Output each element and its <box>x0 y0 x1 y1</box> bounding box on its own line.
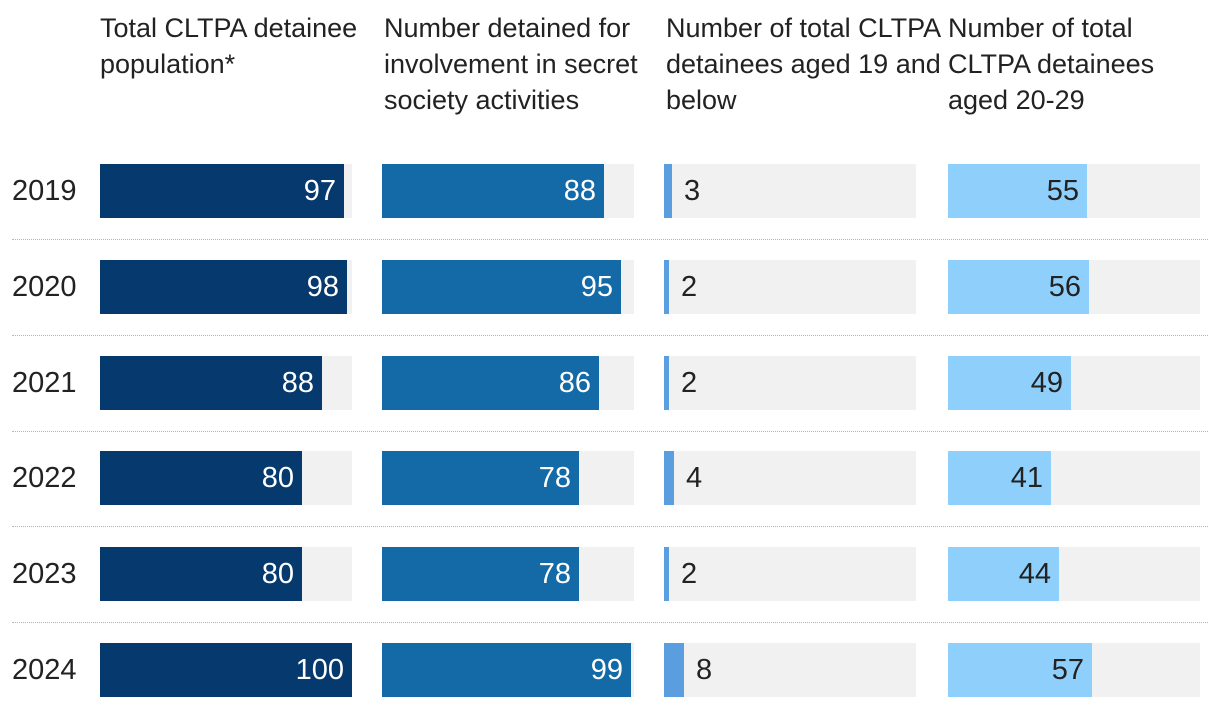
year-label-2021: 2021 <box>12 367 77 399</box>
year-label-2024: 2024 <box>12 654 77 686</box>
bar <box>100 547 302 601</box>
row-separator <box>12 239 1208 240</box>
year-label-2023: 2023 <box>12 558 77 590</box>
column-header-2: Number detained for involvement in secre… <box>384 13 638 115</box>
column-header-4: Number of total CLTPA detainees aged 20-… <box>948 13 1155 115</box>
bar <box>664 643 684 697</box>
bar-value-label: 80 <box>261 462 294 494</box>
bar-value-label: 86 <box>558 367 591 399</box>
bar <box>100 164 344 218</box>
bar-value-label: 41 <box>1010 462 1043 494</box>
bar-value-label: 44 <box>1018 558 1051 590</box>
bar <box>664 547 669 601</box>
bar <box>948 451 1051 505</box>
bar-value-label: 2 <box>681 558 698 590</box>
bar <box>664 451 674 505</box>
bar <box>664 164 672 218</box>
bar-value-label: 3 <box>684 175 701 207</box>
row-separator <box>12 431 1208 432</box>
bar <box>382 260 621 314</box>
bar-track <box>664 547 916 601</box>
year-label-2020: 2020 <box>12 271 77 303</box>
bar-value-label: 78 <box>538 558 571 590</box>
bar-value-label: 2 <box>681 367 698 399</box>
bar <box>100 451 302 505</box>
row-separator <box>12 622 1208 623</box>
bar <box>948 643 1092 697</box>
bar-value-label: 4 <box>686 462 703 494</box>
bar-value-label: 88 <box>563 175 596 207</box>
bar-value-label: 2 <box>681 271 698 303</box>
bar <box>100 260 347 314</box>
bar-value-label: 49 <box>1030 367 1063 399</box>
bar-value-label: 78 <box>538 462 571 494</box>
bar-value-label: 97 <box>303 175 336 207</box>
column-header-3: Number of total CLTPA detainees aged 19 … <box>666 13 941 115</box>
bar-track <box>664 356 916 410</box>
bar <box>382 547 579 601</box>
bar-value-label: 56 <box>1048 271 1081 303</box>
bar-track <box>664 643 916 697</box>
bar <box>948 260 1089 314</box>
bar-value-label: 88 <box>281 367 314 399</box>
bar-track <box>664 451 916 505</box>
bar <box>100 643 352 697</box>
year-label-2022: 2022 <box>12 462 77 494</box>
bar <box>382 356 599 410</box>
bar <box>948 356 1071 410</box>
bar-value-label: 95 <box>580 271 613 303</box>
bar <box>100 356 322 410</box>
bar-track <box>664 260 916 314</box>
bar-value-label: 55 <box>1046 175 1079 207</box>
bar <box>948 164 1087 218</box>
bar-value-label: 99 <box>590 654 623 686</box>
bar-value-label: 80 <box>261 558 294 590</box>
bar <box>382 451 579 505</box>
row-separator <box>12 335 1208 336</box>
bar <box>664 260 669 314</box>
bar-value-label: 100 <box>295 654 344 686</box>
bar-value-label: 98 <box>306 271 339 303</box>
column-header-1: Total CLTPA detainee population* <box>100 13 358 79</box>
bar-value-label: 8 <box>696 654 713 686</box>
bar-track <box>664 164 916 218</box>
bar <box>664 356 669 410</box>
bar-value-label: 57 <box>1051 654 1084 686</box>
row-separator <box>12 526 1208 527</box>
bar <box>382 164 604 218</box>
bar <box>382 643 631 697</box>
bar <box>948 547 1059 601</box>
year-label-2019: 2019 <box>12 175 77 207</box>
